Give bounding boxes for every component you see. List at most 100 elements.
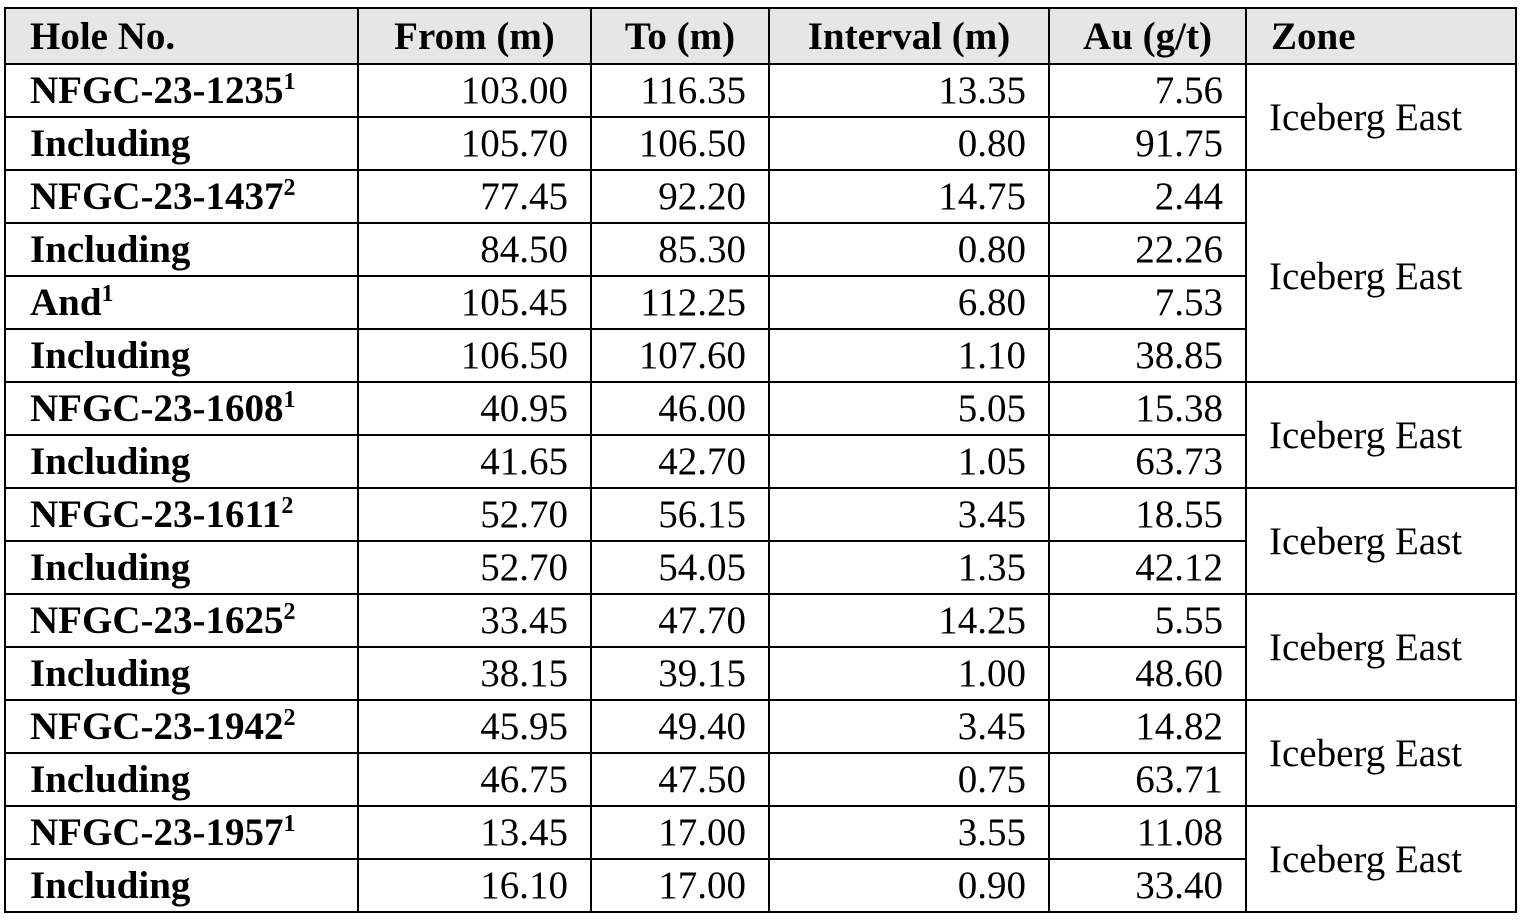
au-cell: 63.73	[1048, 434, 1247, 489]
table-row: Including 52.70 54.05 1.35 42.12	[4, 540, 1516, 595]
from-cell: 103.00	[357, 63, 592, 118]
au-cell: 63.71	[1048, 752, 1247, 807]
hole-label: NFGC-23-1437	[30, 175, 284, 218]
interval-cell: 1.35	[768, 540, 1050, 595]
hole-label: Including	[30, 546, 191, 589]
interval-cell: 0.75	[768, 752, 1050, 807]
hole-cell: Including	[4, 434, 359, 489]
hole-label: Including	[30, 228, 191, 271]
zone-cell: Iceberg East	[1245, 381, 1517, 489]
au-cell: 22.26	[1048, 222, 1247, 277]
to-cell: 116.35	[590, 63, 770, 118]
au-cell: 91.75	[1048, 116, 1247, 171]
from-cell: 38.15	[357, 646, 592, 701]
to-cell: 42.70	[590, 434, 770, 489]
au-cell: 38.85	[1048, 328, 1247, 383]
table-row: NFGC-23-16252 33.45 47.70 14.25 5.55 Iceberg …	[4, 593, 1517, 701]
to-cell: 112.25	[590, 275, 770, 330]
table-row: NFGC-23-16112 52.70 56.15 3.45 18.55 Iceberg …	[4, 487, 1517, 595]
hole-cell: NFGC-23-16081	[4, 381, 359, 436]
from-cell: 84.50	[357, 222, 592, 277]
to-cell: 17.00	[590, 805, 770, 860]
table-row: And1 105.45 112.25 6.80 7.53	[4, 275, 1516, 330]
to-cell: 54.05	[590, 540, 770, 595]
column-header: From (m)	[357, 7, 592, 65]
hole-cell: Including	[4, 328, 359, 383]
footnote-mark: 1	[101, 281, 114, 307]
zone-cell: Iceberg East	[1245, 169, 1517, 383]
to-cell: 39.15	[590, 646, 770, 701]
table-body: NFGC-23-12351 103.00 116.35 13.35 7.56 Iceber…	[4, 63, 1517, 913]
column-header: Au (g/t)	[1048, 7, 1247, 65]
table-row: Including 46.75 47.50 0.75 63.71	[4, 752, 1516, 807]
interval-cell: 5.05	[768, 381, 1050, 436]
interval-cell: 0.90	[768, 858, 1050, 913]
hole-cell: Including	[4, 222, 359, 277]
hole-cell: Including	[4, 116, 359, 171]
table-row: Including 105.70 106.50 0.80 91.75	[4, 116, 1516, 171]
hole-label: NFGC-23-1625	[30, 599, 284, 642]
column-header: Zone	[1245, 7, 1517, 65]
hole-label: Including	[30, 334, 191, 377]
interval-cell: 3.55	[768, 805, 1050, 860]
interval-cell: 0.80	[768, 222, 1050, 277]
hole-label: NFGC-23-1957	[30, 811, 284, 854]
interval-cell: 1.00	[768, 646, 1050, 701]
from-cell: 13.45	[357, 805, 592, 860]
hole-cell: NFGC-23-14372	[4, 169, 359, 224]
interval-cell: 1.05	[768, 434, 1050, 489]
zone-cell: Iceberg East	[1245, 63, 1517, 171]
hole-label: Including	[30, 122, 191, 165]
au-cell: 11.08	[1048, 805, 1247, 860]
zone-cell: Iceberg East	[1245, 487, 1517, 595]
au-cell: 18.55	[1048, 487, 1247, 542]
footnote-mark: 1	[283, 811, 296, 837]
interval-cell: 3.45	[768, 487, 1050, 542]
to-cell: 107.60	[590, 328, 770, 383]
hole-cell: Including	[4, 752, 359, 807]
footnote-mark: 2	[283, 599, 296, 625]
from-cell: 105.70	[357, 116, 592, 171]
hole-cell: Including	[4, 858, 359, 913]
au-cell: 42.12	[1048, 540, 1247, 595]
hole-cell: Including	[4, 646, 359, 701]
table-row: Including 38.15 39.15 1.00 48.60	[4, 646, 1516, 701]
zone-cell: Iceberg East	[1245, 805, 1517, 913]
table-row: Including 16.10 17.00 0.90 33.40	[4, 858, 1516, 913]
drill-results-table: Hole No. From (m) To (m) Interval (m) Au (g/…	[4, 7, 1517, 913]
footnote-mark: 2	[283, 705, 296, 731]
to-cell: 56.15	[590, 487, 770, 542]
au-cell: 14.82	[1048, 699, 1247, 754]
interval-cell: 3.45	[768, 699, 1050, 754]
interval-cell: 14.25	[768, 593, 1050, 648]
footnote-mark: 2	[281, 493, 294, 519]
hole-cell: NFGC-23-16252	[4, 593, 359, 648]
hole-cell: NFGC-23-19422	[4, 699, 359, 754]
header-row: Hole No. From (m) To (m) Interval (m) Au (g/…	[4, 7, 1517, 65]
footnote-mark: 2	[283, 175, 296, 201]
footnote-mark: 1	[283, 387, 296, 413]
hole-cell: NFGC-23-19571	[4, 805, 359, 860]
from-cell: 33.45	[357, 593, 592, 648]
to-cell: 92.20	[590, 169, 770, 224]
table-row: Including 84.50 85.30 0.80 22.26	[4, 222, 1516, 277]
from-cell: 52.70	[357, 487, 592, 542]
au-cell: 33.40	[1048, 858, 1247, 913]
interval-cell: 14.75	[768, 169, 1050, 224]
table-row: NFGC-23-19422 45.95 49.40 3.45 14.82 Iceberg …	[4, 699, 1517, 807]
interval-cell: 13.35	[768, 63, 1050, 118]
interval-cell: 0.80	[768, 116, 1050, 171]
to-cell: 46.00	[590, 381, 770, 436]
zone-cell: Iceberg East	[1245, 593, 1517, 701]
interval-cell: 1.10	[768, 328, 1050, 383]
hole-cell: And1	[4, 275, 359, 330]
from-cell: 106.50	[357, 328, 592, 383]
au-cell: 7.56	[1048, 63, 1247, 118]
to-cell: 17.00	[590, 858, 770, 913]
table-row: NFGC-23-14372 77.45 92.20 14.75 2.44 Iceberg …	[4, 169, 1517, 383]
hole-label: NFGC-23-1608	[30, 387, 284, 430]
footnote-mark: 1	[283, 69, 296, 95]
to-cell: 49.40	[590, 699, 770, 754]
hole-cell: NFGC-23-16112	[4, 487, 359, 542]
hole-cell: Including	[4, 540, 359, 595]
